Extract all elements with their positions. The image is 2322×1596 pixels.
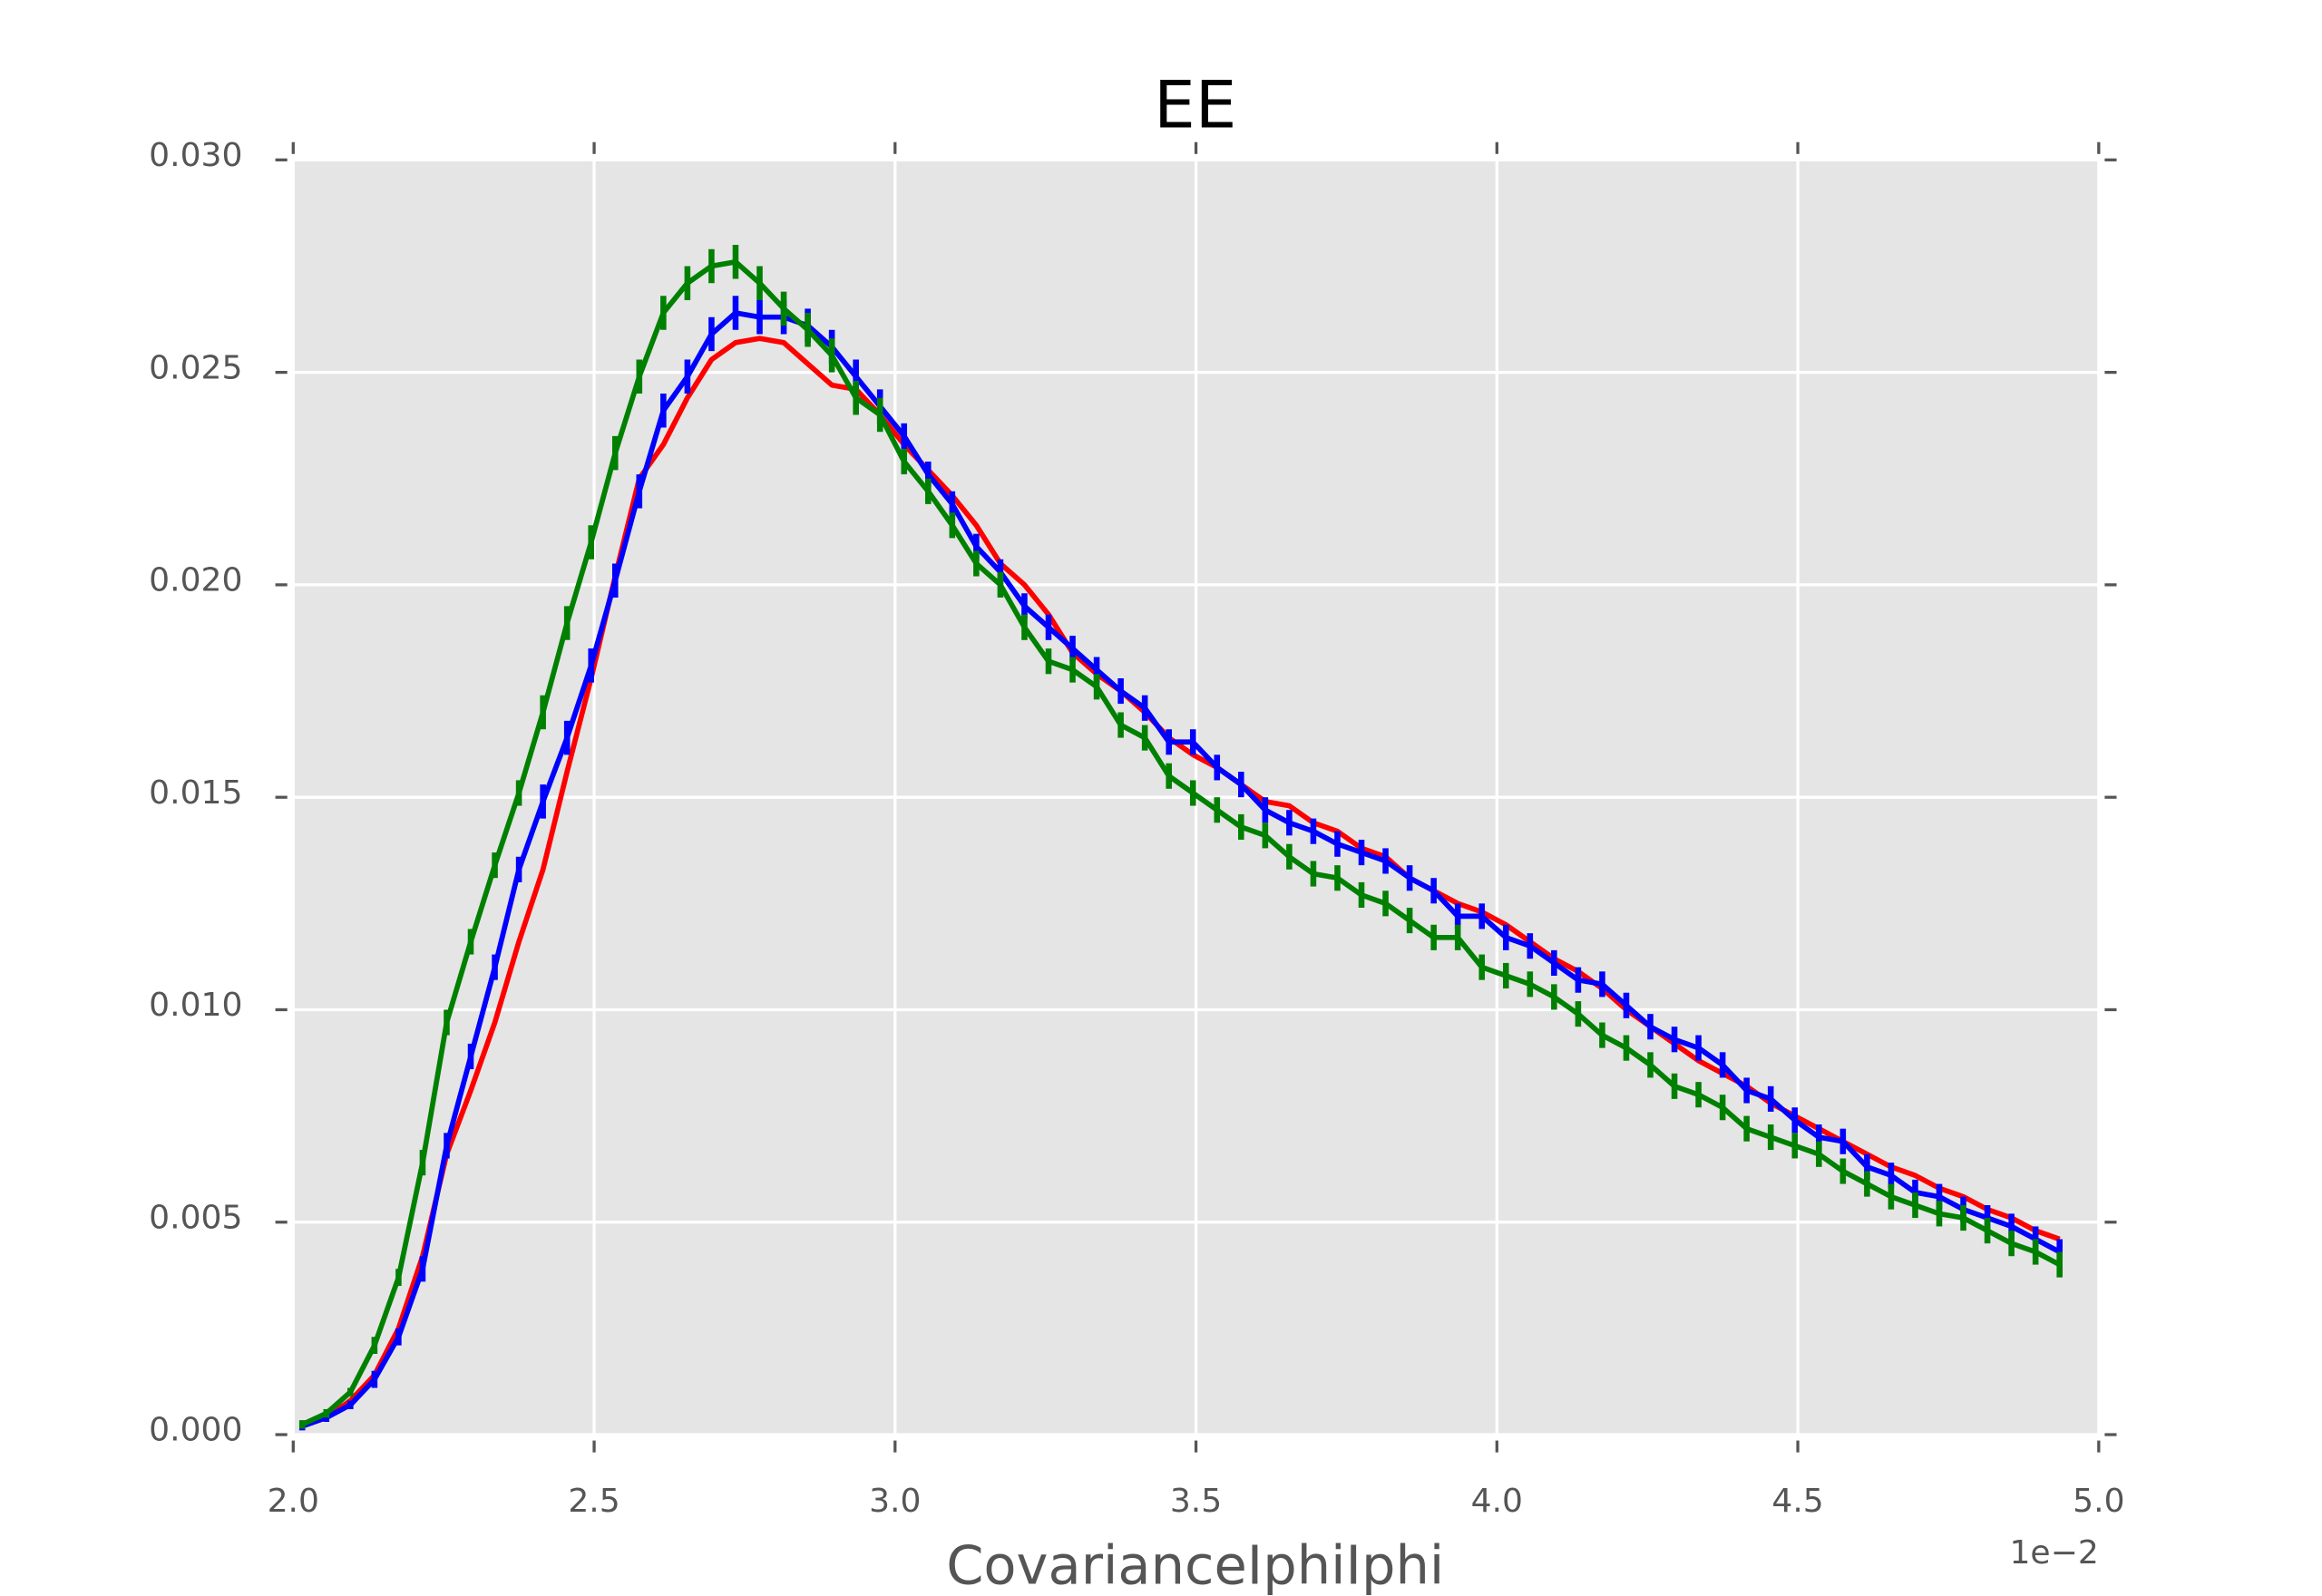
y-tick-label: 0.015 <box>149 774 242 812</box>
y-tick-label: 0.020 <box>149 562 242 599</box>
chart-title: EE <box>1154 66 1236 142</box>
x-tick-label: 4.0 <box>1471 1483 1523 1520</box>
x-axis-label: CovarianceIphiIphi <box>946 1534 1444 1596</box>
x-tick-label: 3.0 <box>869 1483 921 1520</box>
series-line <box>301 258 2062 1427</box>
x-offset-label: 1e−2 <box>2009 1534 2098 1572</box>
x-tick-label: 4.5 <box>1771 1483 1823 1520</box>
y-tick-label: 0.025 <box>149 349 242 386</box>
y-tick-label: 0.000 <box>149 1412 242 1449</box>
series-line <box>301 336 2061 1429</box>
x-tick-label: 3.5 <box>1170 1483 1222 1520</box>
y-tick-label: 0.010 <box>149 987 242 1024</box>
x-tick-label: 5.0 <box>2073 1483 2124 1520</box>
x-tick-label: 2.5 <box>568 1483 620 1520</box>
x-tick-label: 2.0 <box>268 1483 319 1520</box>
series-line <box>301 310 2062 1429</box>
y-tick-label: 0.005 <box>149 1200 242 1237</box>
y-tick-label: 0.030 <box>149 137 242 174</box>
